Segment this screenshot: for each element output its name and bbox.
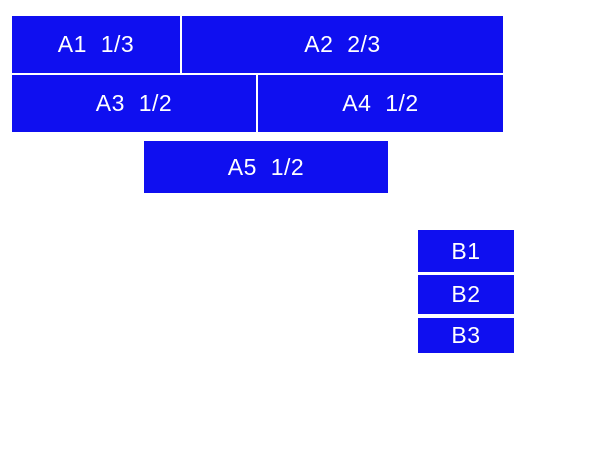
box-a2[interactable]: A2 2/3 <box>182 16 503 73</box>
box-b2[interactable]: B2 <box>418 275 514 314</box>
box-b3[interactable]: B3 <box>418 318 514 353</box>
box-a4[interactable]: A4 1/2 <box>258 75 503 132</box>
box-a5[interactable]: A5 1/2 <box>144 141 388 193</box>
box-a1[interactable]: A1 1/3 <box>12 16 180 73</box>
box-a3[interactable]: A3 1/2 <box>12 75 256 132</box>
box-b1[interactable]: B1 <box>418 230 514 272</box>
